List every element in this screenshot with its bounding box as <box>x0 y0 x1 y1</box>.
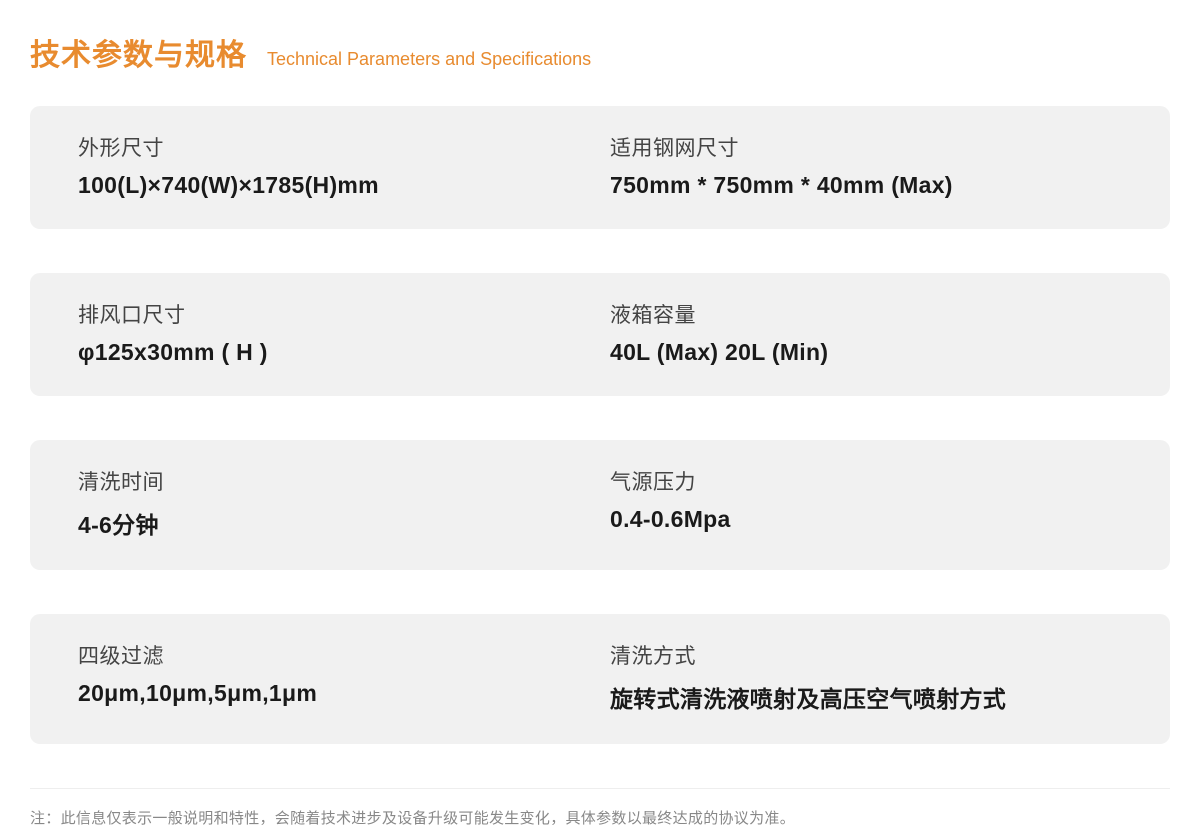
divider <box>30 788 1170 789</box>
spec-cell: 四级过滤 20μm,10μm,5μm,1μm <box>78 640 590 714</box>
spec-label: 清洗方式 <box>610 640 1122 670</box>
spec-cell: 清洗方式 旋转式清洗液喷射及高压空气喷射方式 <box>590 640 1122 714</box>
spec-label: 四级过滤 <box>78 640 590 670</box>
spec-label: 液箱容量 <box>610 299 1122 329</box>
spec-label: 气源压力 <box>610 466 1122 496</box>
spec-table: 外形尺寸 100(L)×740(W)×1785(H)mm 适用钢网尺寸 750m… <box>30 106 1170 744</box>
spec-cell: 适用钢网尺寸 750mm * 750mm * 40mm (Max) <box>590 132 1122 199</box>
spec-value: 100(L)×740(W)×1785(H)mm <box>78 172 590 199</box>
footnote: 注：此信息仅表示一般说明和特性，会随着技术进步及设备升级可能发生变化，具体参数以… <box>30 807 1170 828</box>
header-title-en: Technical Parameters and Specifications <box>267 49 591 70</box>
spec-cell: 排风口尺寸 φ125x30mm ( H ) <box>78 299 590 366</box>
spec-value: φ125x30mm ( H ) <box>78 339 590 366</box>
spec-row: 四级过滤 20μm,10μm,5μm,1μm 清洗方式 旋转式清洗液喷射及高压空… <box>30 614 1170 744</box>
spec-value: 旋转式清洗液喷射及高压空气喷射方式 <box>610 680 1122 714</box>
spec-label: 适用钢网尺寸 <box>610 132 1122 162</box>
header-title-cn: 技术参数与规格 <box>30 30 247 74</box>
spec-cell: 外形尺寸 100(L)×740(W)×1785(H)mm <box>78 132 590 199</box>
spec-cell: 气源压力 0.4-0.6Mpa <box>590 466 1122 540</box>
spec-row: 清洗时间 4-6分钟 气源压力 0.4-0.6Mpa <box>30 440 1170 570</box>
spec-value: 750mm * 750mm * 40mm (Max) <box>610 172 1122 199</box>
spec-label: 排风口尺寸 <box>78 299 590 329</box>
spec-value: 20μm,10μm,5μm,1μm <box>78 680 590 707</box>
spec-cell: 液箱容量 40L (Max) 20L (Min) <box>590 299 1122 366</box>
spec-value: 4-6分钟 <box>78 506 590 540</box>
spec-label: 清洗时间 <box>78 466 590 496</box>
section-header: 技术参数与规格 Technical Parameters and Specifi… <box>30 30 1170 74</box>
spec-cell: 清洗时间 4-6分钟 <box>78 466 590 540</box>
spec-label: 外形尺寸 <box>78 132 590 162</box>
spec-row: 排风口尺寸 φ125x30mm ( H ) 液箱容量 40L (Max) 20L… <box>30 273 1170 396</box>
spec-value: 40L (Max) 20L (Min) <box>610 339 1122 366</box>
spec-row: 外形尺寸 100(L)×740(W)×1785(H)mm 适用钢网尺寸 750m… <box>30 106 1170 229</box>
spec-value: 0.4-0.6Mpa <box>610 506 1122 533</box>
